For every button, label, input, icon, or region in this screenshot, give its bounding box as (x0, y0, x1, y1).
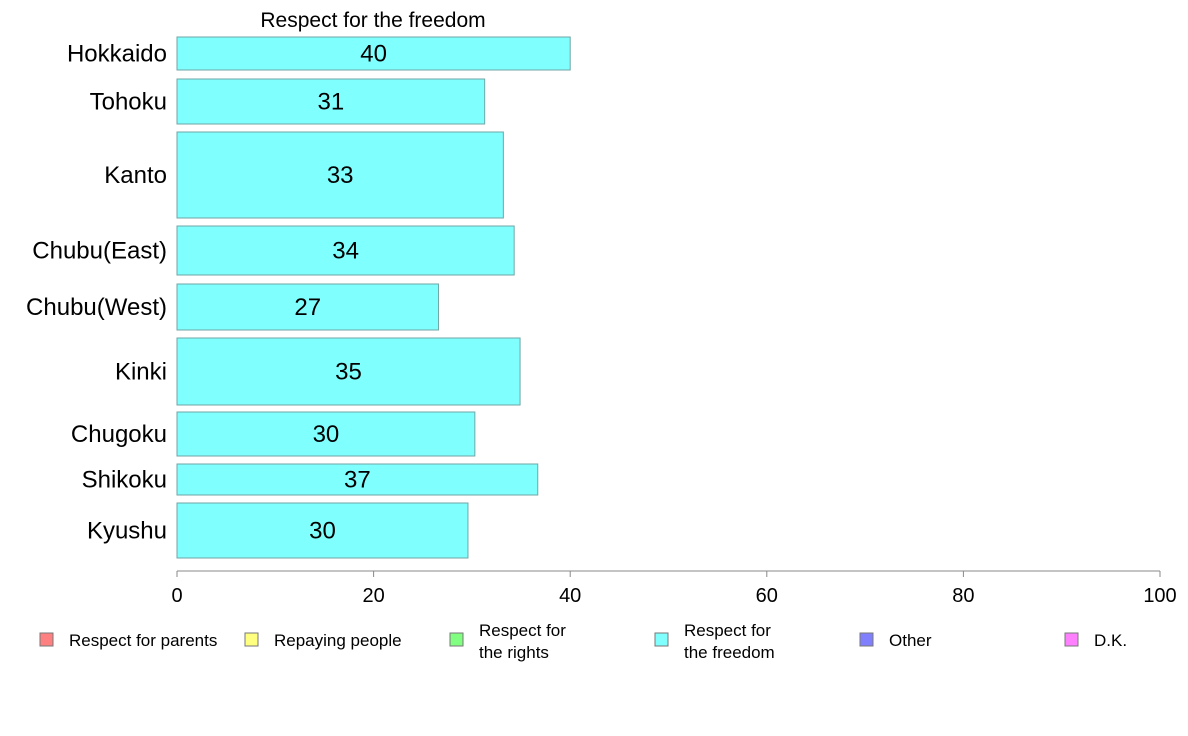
category-label: Chubu(East) (32, 238, 167, 265)
x-tick-label: 20 (362, 585, 384, 607)
bar-value-label: 30 (313, 421, 340, 448)
legend-label: Respect for the rights (479, 621, 566, 662)
legend-label: Respect for the freedom (684, 621, 775, 662)
x-axis: 0 20 40 60 80 100 (171, 570, 1177, 607)
bar-value-label: 31 (317, 89, 344, 116)
category-label: Kanto (104, 162, 167, 189)
bar-value-label: 27 (294, 294, 321, 321)
category-label: Hokkaido (67, 41, 167, 68)
legend-swatch (1064, 632, 1079, 647)
legend-swatch (859, 632, 874, 647)
bar-value-label: 35 (335, 359, 362, 386)
legend-label: Respect for parents (69, 631, 217, 650)
bar-hokkaido (176, 36, 571, 71)
bar-value-label: 30 (309, 518, 336, 545)
bars-group: 40 Hokkaido 31 Tohoku 33 Kanto 34 Chubu(East) 27… (26, 36, 571, 559)
legend-label-line: Respect for (684, 621, 771, 640)
legend-label: D.K. (1094, 631, 1127, 650)
bar-chugoku (176, 411, 476, 457)
bar-tohoku (176, 78, 486, 125)
category-label: Kinki (115, 359, 167, 386)
x-tick-label: 40 (559, 585, 581, 607)
bar-value-label: 34 (332, 238, 359, 265)
bar-kyushu (176, 502, 469, 559)
bar-shikoku (176, 463, 539, 496)
bar-chubu-west- (176, 283, 439, 331)
legend: Respect for parents Repaying people Respec… (39, 621, 1127, 662)
x-tick-label: 60 (756, 585, 778, 607)
bar-kanto (176, 131, 504, 219)
chart-title: Respect for the freedom (260, 9, 485, 32)
category-label: Shikoku (82, 467, 167, 494)
legend-swatch (39, 632, 54, 647)
legend-label-line: the rights (479, 643, 549, 662)
bar-value-label: 37 (344, 467, 371, 494)
legend-label: Other (889, 631, 932, 650)
x-tick-label: 0 (171, 585, 182, 607)
category-label: Chugoku (71, 421, 167, 448)
x-tick-label: 100 (1143, 585, 1176, 607)
bar-value-label: 33 (327, 162, 354, 189)
x-tick-label: 80 (952, 585, 974, 607)
category-label: Tohoku (90, 89, 167, 116)
category-label: Kyushu (87, 518, 167, 545)
bar-chubu-east- (176, 225, 515, 276)
legend-swatch (654, 632, 669, 647)
legend-swatch (244, 632, 259, 647)
legend-label-line: Respect for (479, 621, 566, 640)
category-label: Chubu(West) (26, 294, 167, 321)
legend-label: Repaying people (274, 631, 402, 650)
bar-kinki (176, 337, 521, 406)
legend-label-line: the freedom (684, 643, 775, 662)
legend-swatch (449, 632, 464, 647)
bar-value-label: 40 (360, 41, 387, 68)
